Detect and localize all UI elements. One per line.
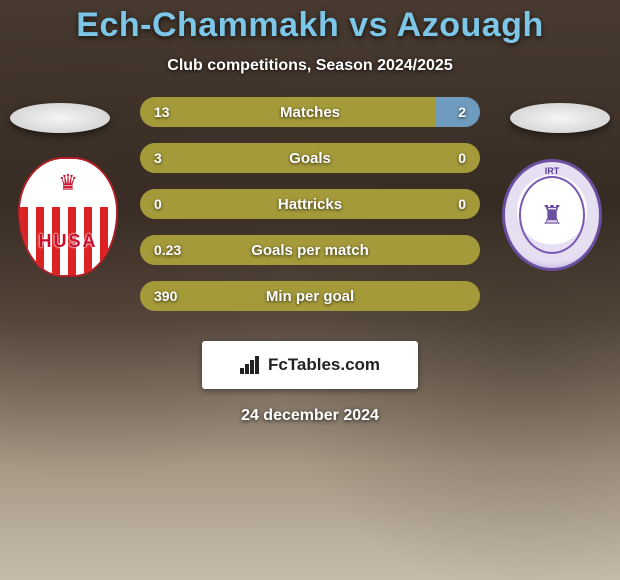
stat-metric: Matches	[140, 104, 480, 121]
crown-icon: ♛	[58, 170, 78, 196]
stat-row: 0.23Goals per match	[140, 235, 480, 265]
stat-metric: Goals per match	[140, 242, 480, 259]
page-title: Ech-Chammakh vs Azouagh	[0, 0, 620, 45]
comparison-arena: ♛ HUSA IRT ♜ 13Matches23Goals00Hattricks…	[0, 93, 620, 333]
stat-metric: Goals	[140, 150, 480, 167]
stat-rows: 13Matches23Goals00Hattricks00.23Goals pe…	[140, 97, 480, 311]
stat-value-right: 2	[458, 104, 466, 120]
crest-left-code: HUSA	[20, 231, 116, 252]
date-label: 24 december 2024	[0, 407, 620, 425]
pedestal-right	[510, 103, 610, 133]
stat-value-right: 0	[458, 150, 466, 166]
stat-row: 0Hattricks0	[140, 189, 480, 219]
stat-row: 13Matches2	[140, 97, 480, 127]
stat-value-right: 0	[458, 196, 466, 212]
crest-right-code: IRT	[505, 166, 599, 176]
crest-left: ♛ HUSA	[18, 157, 118, 277]
crest-right: IRT ♜	[502, 155, 602, 275]
chart-icon	[240, 356, 262, 374]
stat-row: 3Goals0	[140, 143, 480, 173]
stat-metric: Min per goal	[140, 288, 480, 305]
brand-badge[interactable]: FcTables.com	[202, 341, 418, 389]
stat-row: 390Min per goal	[140, 281, 480, 311]
pedestal-left	[10, 103, 110, 133]
stat-metric: Hattricks	[140, 196, 480, 213]
tower-icon: ♜	[540, 200, 563, 231]
brand-text: FcTables.com	[268, 355, 380, 375]
subtitle: Club competitions, Season 2024/2025	[0, 57, 620, 75]
